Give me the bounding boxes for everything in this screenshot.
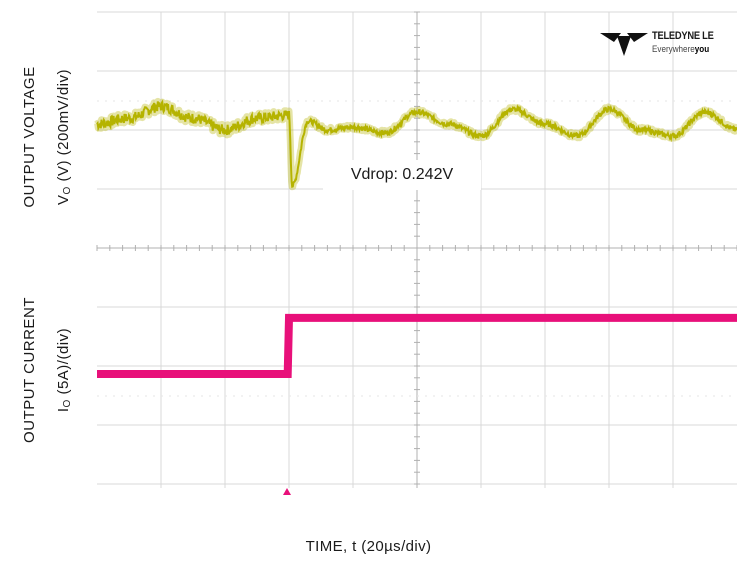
- x-axis-label: TIME, t (20µs/div): [305, 538, 432, 555]
- current-axis-label-line2: IO (5A)/(div): [55, 327, 73, 413]
- teledyne-logo: TELEDYNE LE Everywhereyou: [600, 26, 735, 62]
- voltage-axis-label-line2: VO (V) (200mV/div): [55, 69, 73, 205]
- voltage-axis-label-line1: OUTPUT VOLTAGE: [21, 66, 38, 208]
- scope-traces: [94, 97, 737, 378]
- voltage-trace: [96, 99, 737, 189]
- current-trace: [97, 313, 737, 378]
- vdrop-annotation: Vdrop: 0.242V: [323, 160, 481, 190]
- logo-brand: TELEDYNE LE: [652, 30, 714, 42]
- trigger-marker: [283, 488, 291, 495]
- current-axis-label-line1: OUTPUT CURRENT: [21, 297, 38, 443]
- scope-grid: [96, 11, 737, 488]
- trigger-arrow: [283, 488, 291, 495]
- teledyne-logo-icon: [600, 33, 648, 56]
- logo-tagline: Everywhereyou: [652, 44, 710, 54]
